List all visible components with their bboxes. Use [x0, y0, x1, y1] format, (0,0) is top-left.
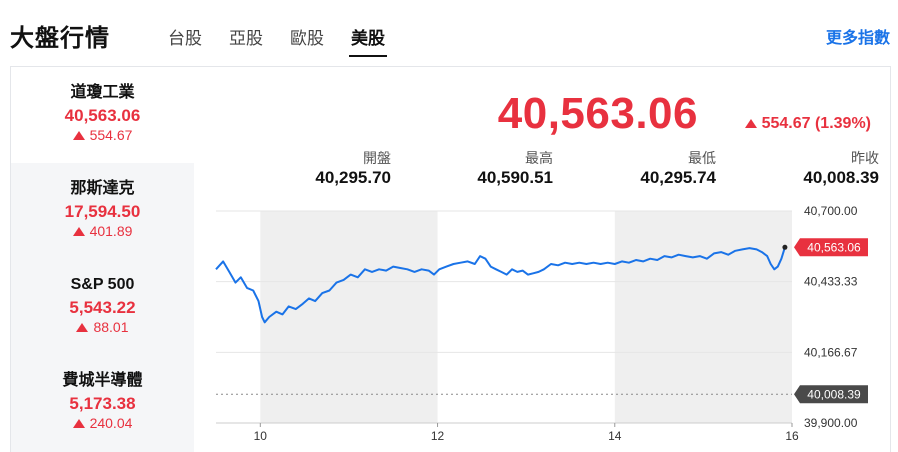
prev-close-tag-bg	[794, 385, 868, 404]
tab-europe[interactable]: 歐股	[290, 29, 324, 48]
stat-high: 最高 40,590.51	[443, 149, 553, 189]
x-tick-label: 14	[608, 429, 622, 443]
market-tabs: 台股 亞股 歐股 美股	[168, 24, 412, 57]
quote-main: 40,563.06 554.67 (1.39%) 開盤 40,295.70 最高…	[194, 67, 891, 452]
stat-label: 昨收	[851, 150, 879, 166]
stat-value: 40,590.51	[477, 168, 553, 187]
up-arrow-icon	[72, 419, 85, 428]
index-value: 40,563.06	[64, 106, 141, 125]
stat-prev-close: 昨收 40,008.39	[769, 149, 879, 189]
up-arrow-icon	[744, 119, 757, 128]
current-price: 40,563.06	[497, 89, 698, 138]
sidebar-item-dow[interactable]: 道瓊工業 40,563.06 554.67	[11, 67, 194, 163]
sidebar-item-sox[interactable]: 費城半導體 5,173.38 240.04	[11, 355, 194, 451]
price-change-value: 554.67 (1.39%)	[761, 115, 871, 132]
index-sidebar: 道瓊工業 40,563.06 554.67 那斯達克 17,594.50 401…	[11, 67, 194, 452]
index-name: 道瓊工業	[70, 84, 135, 101]
tab-taiwan[interactable]: 台股	[168, 29, 202, 48]
stat-low: 最低 40,295.74	[606, 149, 716, 189]
stat-value: 40,295.70	[315, 168, 391, 187]
up-arrow-icon	[76, 323, 89, 332]
sidebar-item-nasdaq[interactable]: 那斯達克 17,594.50 401.89	[11, 163, 194, 259]
price-line	[215, 247, 786, 324]
sidebar-item-sp500[interactable]: S&P 500 5,543.22 88.01	[11, 259, 194, 355]
x-tick-label: 16	[785, 429, 799, 443]
index-change: 401.89	[11, 222, 194, 240]
y-tick-label: 39,900.00	[804, 416, 858, 430]
index-change: 88.01	[11, 318, 194, 336]
hour-band	[260, 211, 438, 423]
stat-label: 最高	[525, 150, 553, 166]
index-name: 費城半導體	[62, 372, 143, 389]
y-tick-label: 40,700.00	[804, 204, 858, 218]
index-value: 5,543.22	[69, 298, 136, 317]
up-arrow-icon	[72, 227, 85, 236]
price-change: 554.67 (1.39%)	[744, 115, 871, 133]
hour-band	[614, 211, 792, 423]
index-value: 17,594.50	[64, 202, 141, 221]
stat-label: 最低	[688, 150, 716, 166]
last-point	[782, 244, 788, 250]
index-value: 5,173.38	[69, 394, 136, 413]
x-tick-label: 12	[431, 429, 445, 443]
index-change-value: 401.89	[89, 223, 133, 239]
last-price-tag-bg	[794, 238, 868, 257]
index-change: 554.67	[11, 126, 194, 144]
index-change-value: 240.04	[89, 415, 133, 431]
up-arrow-icon	[72, 131, 85, 140]
x-tick-label: 10	[254, 429, 268, 443]
stat-open: 開盤 40,295.70	[281, 149, 391, 189]
index-change-value: 554.67	[89, 127, 133, 143]
index-change-value: 88.01	[93, 319, 129, 335]
stat-value: 40,295.74	[640, 168, 716, 187]
index-name: S&P 500	[70, 276, 135, 293]
stat-label: 開盤	[363, 150, 391, 166]
prev-close-tag: 40,008.39	[807, 387, 861, 401]
tab-us[interactable]: 美股	[349, 24, 387, 57]
last-price-tag: 40,563.06	[807, 240, 861, 254]
intraday-chart[interactable]: 40,700.00 40,433.33 40,166.67 39,900.00 10 12…	[194, 197, 891, 452]
y-tick-label: 40,166.67	[804, 345, 858, 359]
more-indices-link[interactable]: 更多指數	[825, 30, 890, 47]
y-tick-label: 40,433.33	[804, 275, 858, 289]
page-header: 大盤行情 台股 亞股 歐股 美股 更多指數	[0, 0, 898, 66]
page-title: 大盤行情	[10, 25, 110, 52]
index-name: 那斯達克	[70, 180, 135, 197]
stat-value: 40,008.39	[803, 168, 879, 187]
tab-asia[interactable]: 亞股	[229, 29, 263, 48]
index-change: 240.04	[11, 414, 194, 432]
market-panel: 道瓊工業 40,563.06 554.67 那斯達克 17,594.50 401…	[10, 66, 891, 452]
